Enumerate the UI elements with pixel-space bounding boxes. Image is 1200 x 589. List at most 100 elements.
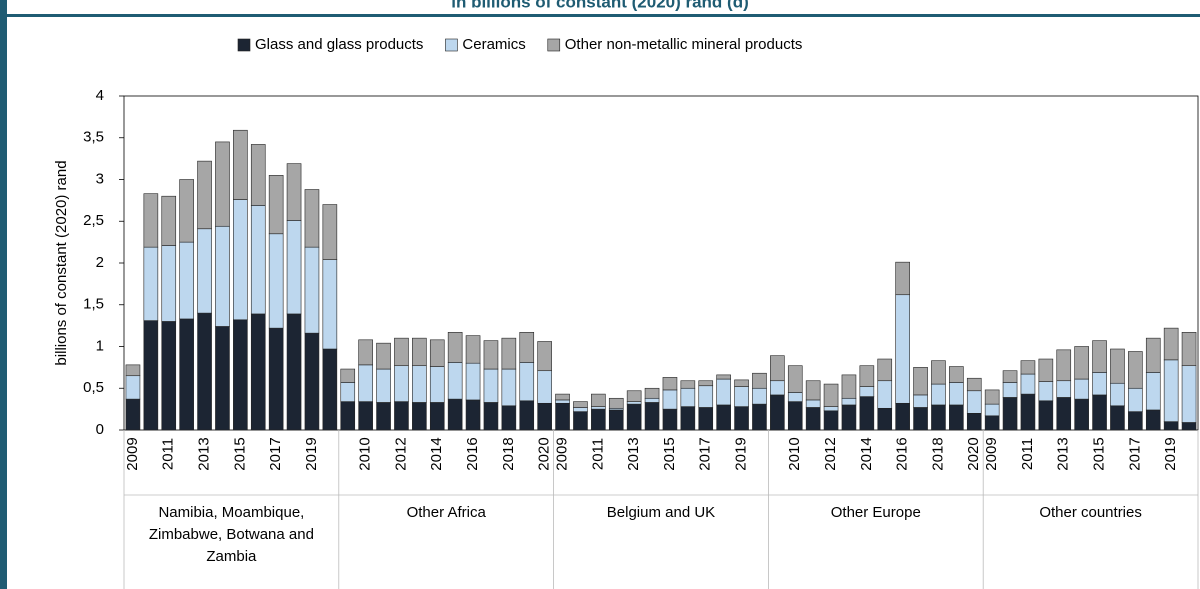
bar-segment <box>143 320 159 431</box>
bar-segment <box>1181 332 1197 367</box>
group-label-box: Belgium and UK <box>607 504 715 521</box>
bar-segment <box>877 380 893 409</box>
bar-segment <box>1092 372 1107 396</box>
bar-segment <box>161 195 177 246</box>
bar-segment <box>1145 409 1161 431</box>
y-tick-label: 1 <box>96 337 104 354</box>
bar-segment <box>573 407 588 412</box>
bar-segment <box>1020 360 1036 375</box>
bar-segment <box>358 401 373 431</box>
bar-segment <box>1110 348 1125 384</box>
x-tick-label: 2014 <box>858 437 875 470</box>
bar-segment <box>429 366 445 403</box>
y-tick-label: 4 <box>96 87 104 104</box>
bar-segment <box>644 397 660 403</box>
bar-segment <box>215 225 230 327</box>
bar-segment <box>895 294 910 404</box>
bar-segment <box>966 390 982 414</box>
x-tick-label: 2015 <box>1091 437 1108 470</box>
bar-segment <box>752 403 767 431</box>
bar-segment <box>125 398 141 431</box>
bar-segment <box>1181 422 1197 431</box>
y-tick-label: 0 <box>96 421 104 438</box>
bar-segment <box>447 362 463 400</box>
bar-segment <box>250 205 266 315</box>
bar-segment <box>662 408 678 431</box>
bar-segment <box>233 129 248 200</box>
bar-segment <box>895 261 910 296</box>
bar-segment <box>1128 387 1143 412</box>
bar-segment <box>984 403 1000 417</box>
bar-segment <box>949 404 964 431</box>
bar-segment <box>555 402 570 431</box>
x-tick-label: 2009 <box>124 437 141 470</box>
bar-segment <box>358 364 373 402</box>
legend-label: Glass and glass products <box>255 36 423 53</box>
bar-segment <box>412 365 427 403</box>
bar-segment <box>1074 378 1089 400</box>
y-tick-label: 2 <box>96 254 104 271</box>
bar-segment <box>197 160 212 230</box>
bar-segment <box>340 401 356 431</box>
bar-segment <box>1092 340 1107 373</box>
x-tick-label: 2011 <box>589 438 606 470</box>
x-tick-label: 2013 <box>625 437 642 470</box>
legend-swatch <box>445 38 458 52</box>
bar-segment <box>304 189 320 248</box>
bar-segment <box>984 415 1000 431</box>
bar-segment <box>519 362 535 402</box>
bar-segment <box>966 377 982 392</box>
bar-segment <box>125 364 141 377</box>
bar-segment <box>1038 381 1054 402</box>
bar-segment <box>250 313 266 431</box>
y-tick-label: 1,5 <box>83 296 104 313</box>
bar-segment <box>770 355 785 382</box>
bar-segment <box>913 394 928 408</box>
bar-segment <box>1145 372 1161 411</box>
bar-segment <box>233 319 248 431</box>
bar-segment <box>841 397 857 406</box>
bar-segment <box>394 401 409 431</box>
y-tick-label: 3,5 <box>83 129 104 146</box>
group-label: Other Europe <box>830 504 921 521</box>
bar-segment <box>179 179 194 243</box>
group-label: Namibia, Moambique, Zimbabwe, Botwana an… <box>148 504 314 565</box>
bar-segment <box>949 366 964 383</box>
legend-label: Other non-metallic mineral products <box>565 36 803 53</box>
bar-segment <box>1038 400 1054 431</box>
bar-segment <box>859 386 875 397</box>
bar-segment <box>573 401 588 408</box>
bar-segment <box>805 380 821 401</box>
group-label-box: Other Europe <box>830 504 921 521</box>
bar-segment <box>322 348 338 431</box>
bar-segment <box>376 342 391 370</box>
bar-segment <box>841 404 857 431</box>
bar-segment <box>1038 358 1054 382</box>
bar-segment <box>179 318 194 431</box>
x-tick-label: 2013 <box>1055 437 1072 470</box>
x-tick-label: 2017 <box>1126 437 1143 470</box>
bar-segment <box>215 326 230 431</box>
x-tick-label: 2016 <box>894 437 911 470</box>
bar-segment <box>268 327 284 431</box>
bar-segment <box>1163 327 1179 361</box>
bar-segment <box>358 339 373 366</box>
bar-segment <box>125 375 141 400</box>
bar-segment <box>1002 370 1018 383</box>
bar-segment <box>286 163 302 221</box>
bar-segment <box>465 362 481 401</box>
bar-segment <box>250 144 266 206</box>
bar-segment <box>215 141 230 227</box>
bar-segment <box>537 341 552 372</box>
bar-segment <box>143 246 159 321</box>
bar-segment <box>716 404 731 431</box>
bar-segment <box>931 383 946 406</box>
bar-segment <box>823 406 839 412</box>
frame-left <box>0 0 7 589</box>
bar-segment <box>268 233 284 329</box>
bar-segment <box>716 378 731 406</box>
bar-segment <box>608 409 624 431</box>
bar-segment <box>626 403 642 431</box>
legend-swatch <box>237 38 251 52</box>
